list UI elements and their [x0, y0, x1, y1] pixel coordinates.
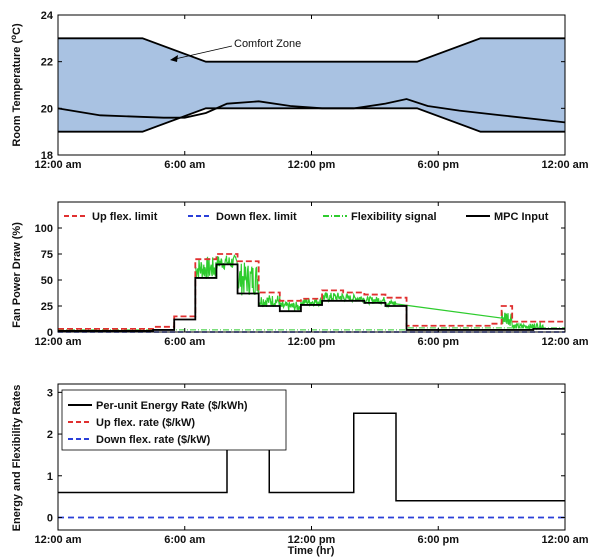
flexibility-signal-line	[194, 254, 545, 331]
x-tick-label: 12:00 am	[34, 159, 81, 171]
legend-up-flex-rate: Up flex. rate ($/kW)	[96, 417, 195, 429]
comfort-zone-arrow	[174, 45, 233, 60]
rates-ticks: 12:00 am 6:00 am 12:00 pm 6:00 pm 12:00 am 0 1…	[34, 384, 589, 546]
x-tick-label: 12:00 am	[541, 534, 588, 546]
legend-down-flex-limit: Down flex. limit	[216, 211, 297, 223]
rates-panel: 12:00 am 6:00 am 12:00 pm 6:00 pm 12:00 am 0 1…	[11, 383, 589, 557]
temperature-y-label-b: C)	[11, 23, 23, 35]
comfort-zone-annotation: Comfort Zone	[234, 38, 301, 50]
rates-marks	[58, 412, 565, 519]
x-tick-label: 12:00 pm	[288, 534, 336, 546]
x-tick-label: 6:00 pm	[417, 336, 459, 348]
x-tick-label: 12:00 pm	[288, 159, 336, 171]
energy-rate-line	[58, 412, 565, 502]
up-flex-limit-line	[58, 253, 565, 330]
x-tick-label: 12:00 am	[541, 336, 588, 348]
legend-energy-rate: Per-unit Energy Rate ($/kWh)	[96, 400, 248, 412]
y-tick-label: 25	[41, 301, 53, 313]
x-tick-label: 12:00 am	[34, 336, 81, 348]
room-temperature-line	[57, 98, 566, 124]
legend-down-flex-rate: Down flex. rate ($/kW)	[96, 434, 211, 446]
x-tick-label: 12:00 am	[541, 159, 588, 171]
y-tick-label: 75	[41, 249, 53, 261]
x-tick-label: 6:00 am	[164, 534, 205, 546]
x-tick-label: 12:00 pm	[288, 336, 336, 348]
y-tick-label: 20	[41, 103, 53, 115]
temperature-panel: 12:00 am 6:00 am 12:00 pm 6:00 pm 12:00 am18…	[9, 10, 589, 171]
y-tick-label: 24	[41, 10, 54, 22]
y-tick-label: 22	[41, 57, 53, 69]
rates-legend-box	[61, 389, 287, 451]
fan-power-plot-area	[58, 202, 565, 332]
rates-x-label: Time (hr)	[288, 545, 335, 557]
y-tick-label: 3	[47, 387, 53, 399]
x-tick-label: 6:00 am	[164, 336, 205, 348]
mpc-input-line	[58, 263, 565, 332]
legend-mpc-input: MPC Input	[494, 211, 549, 223]
x-tick-label: 6:00 am	[164, 159, 205, 171]
comfort-zone-arrowhead	[170, 55, 178, 62]
temperature-marks	[57, 37, 566, 133]
legend-up-flex-limit: Up flex. limit	[92, 211, 158, 223]
y-tick-label: 0	[47, 327, 53, 339]
legend-flexibility-signal: Flexibility signal	[351, 211, 437, 223]
y-tick-label: 1	[47, 471, 53, 483]
rates-y-label: Energy and Flexibility Rates	[11, 385, 23, 532]
fan-power-panel: 12:00 am 6:00 am 12:00 pm 6:00 pm 12:00 am02…	[11, 201, 589, 348]
y-tick-label: 18	[41, 150, 53, 162]
fan-power-y-label: Fan Power Draw (%)	[11, 222, 23, 328]
y-tick-label: 50	[41, 275, 53, 287]
fan-power-ticks: 12:00 am 6:00 am 12:00 pm 6:00 pm 12:00 am02…	[34, 202, 589, 348]
fan-power-legend: Up flex. limit Down flex. limit Flexibil…	[64, 211, 549, 223]
x-tick-label: 6:00 pm	[417, 159, 459, 171]
y-tick-label: 0	[47, 512, 53, 524]
x-tick-label: 6:00 pm	[417, 534, 459, 546]
y-tick-label: 100	[35, 223, 53, 235]
temperature-ticks: 12:00 am 6:00 am 12:00 pm 6:00 pm 12:00 am18…	[34, 10, 588, 171]
comfort-upper-bound	[58, 37, 565, 63]
temperature-y-label: Room Temperature (oC)	[9, 23, 23, 147]
temperature-y-label-degree: o	[9, 35, 18, 40]
y-tick-label: 2	[47, 429, 53, 441]
temperature-y-label-a: Room Temperature (	[11, 40, 23, 147]
x-tick-label: 12:00 am	[34, 534, 81, 546]
rates-legend: Per-unit Energy Rate ($/kWh) Up flex. ra…	[61, 389, 287, 451]
